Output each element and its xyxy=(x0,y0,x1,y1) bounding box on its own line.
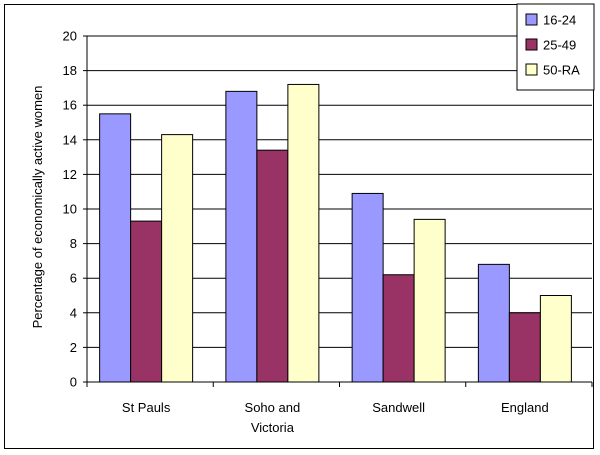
y-tick-label: 4 xyxy=(70,305,77,320)
x-tick-label: Victoria xyxy=(251,420,295,435)
bar-25-49-england xyxy=(508,312,541,383)
y-tick-label: 0 xyxy=(70,375,77,390)
y-tick-label: 2 xyxy=(70,340,77,355)
legend-swatch xyxy=(525,63,538,76)
bar-16-24-sandwell xyxy=(351,192,384,383)
bar-25-49-soho-and-victoria xyxy=(256,149,289,383)
bar-50-RA-soho-and-victoria xyxy=(287,83,320,383)
axes xyxy=(83,35,593,387)
bar-50-RA-england xyxy=(539,295,572,383)
legend-label: 16-24 xyxy=(543,13,576,28)
legend-label: 50-RA xyxy=(543,63,580,78)
y-axis-label: Percentage of economically active women xyxy=(30,86,45,329)
x-tick-label: Sandwell xyxy=(372,400,425,415)
bar-16-24-soho-and-victoria xyxy=(225,90,258,383)
legend: 16-24 25-49 50-RA xyxy=(516,3,595,91)
x-tick-label: St Pauls xyxy=(122,400,171,415)
bar-16-24-st-pauls xyxy=(99,113,132,383)
y-tick-labels: 0 2 4 6 8 10 12 14 16 18 20 xyxy=(63,29,77,390)
bar-25-49-sandwell xyxy=(382,274,415,383)
y-tick-label: 20 xyxy=(63,29,77,44)
y-tick-label: 8 xyxy=(70,236,77,251)
x-tick-labels: St Pauls Soho and Victoria Sandwell England xyxy=(122,400,549,435)
x-tick-label: England xyxy=(501,400,549,415)
y-tick-label: 12 xyxy=(63,167,77,182)
legend-swatch xyxy=(525,38,538,51)
y-tick-label: 10 xyxy=(63,202,77,217)
bar-50-RA-st-pauls xyxy=(161,134,194,383)
bar-25-49-st-pauls xyxy=(130,220,163,383)
x-tick-label: Soho and xyxy=(245,400,301,415)
y-tick-label: 6 xyxy=(70,271,77,286)
bar-16-24-england xyxy=(477,263,510,383)
legend-swatch xyxy=(525,13,538,26)
bar-50-RA-sandwell xyxy=(413,218,446,383)
y-tick-label: 18 xyxy=(63,63,77,78)
y-tick-label: 16 xyxy=(63,98,77,113)
y-tick-label: 14 xyxy=(63,132,77,147)
bars xyxy=(99,83,572,383)
legend-label: 25-49 xyxy=(543,38,576,53)
